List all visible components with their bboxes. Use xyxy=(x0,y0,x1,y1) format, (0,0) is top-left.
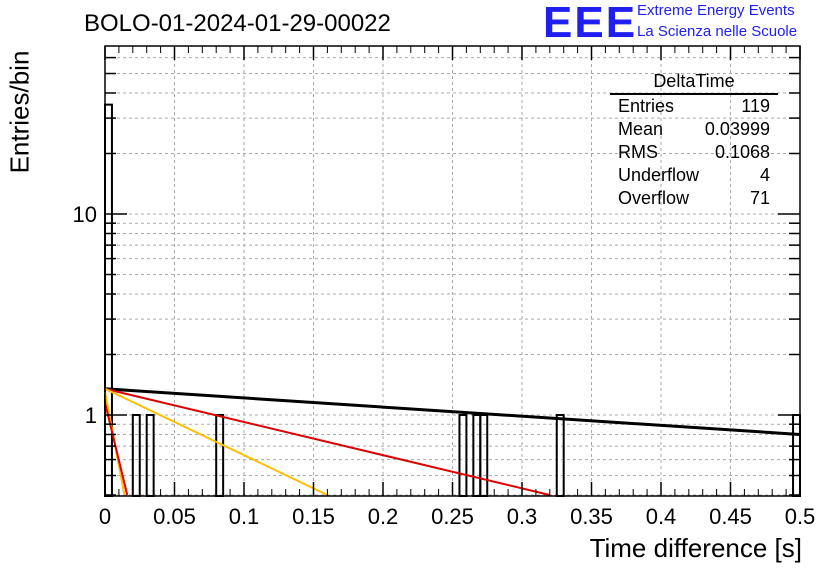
stats-row-entries: Entries 119 xyxy=(610,95,778,118)
fit-curve xyxy=(104,387,801,436)
stats-value: 0.1068 xyxy=(714,142,770,162)
histogram-bar xyxy=(215,414,225,497)
stats-row-mean: Mean 0.03999 xyxy=(610,118,778,141)
x-tick-label: 0.25 xyxy=(431,504,474,529)
stats-row-overflow: Overflow 71 xyxy=(610,187,778,210)
stats-value: 0.03999 xyxy=(704,119,770,139)
histogram-bar xyxy=(145,414,155,497)
y-axis-label-box: Entries/bin xyxy=(0,0,40,200)
stats-row-rms: RMS 0.1068 xyxy=(610,141,778,164)
eee-tagline-1: Extreme Energy Events xyxy=(637,2,795,19)
x-tick-label: 0.1 xyxy=(229,504,260,529)
run-title: BOLO-01-2024-01-29-00022 xyxy=(84,10,391,37)
stats-label: RMS xyxy=(618,142,658,162)
stats-label: Entries xyxy=(618,96,675,116)
stats-box: DeltaTime Entries 119 Mean 0.03999 RMS 0… xyxy=(610,71,778,210)
stats-value: 119 xyxy=(741,96,770,116)
stats-label: Overflow xyxy=(618,188,690,208)
y-tick-label: 10 xyxy=(73,202,97,227)
histogram-bar xyxy=(104,103,113,497)
stats-value: 71 xyxy=(749,188,770,208)
histogram-bar xyxy=(555,414,565,497)
eee-logo: EEE xyxy=(543,0,638,47)
x-tick-label: 0.2 xyxy=(368,504,399,529)
histogram-bar xyxy=(472,414,482,497)
fit-curve xyxy=(104,387,551,496)
x-tick-label: 0.35 xyxy=(570,504,613,529)
x-tick-label: 0.05 xyxy=(153,504,196,529)
x-tick-label: 0.4 xyxy=(646,504,677,529)
histogram-bar xyxy=(458,414,468,497)
x-tick-label: 0.45 xyxy=(709,504,752,529)
stats-title: DeltaTime xyxy=(610,71,778,95)
eee-tagline-2: La Scienza nelle Scuole xyxy=(637,23,798,40)
fit-curve xyxy=(104,402,129,496)
x-tick-label: 0 xyxy=(99,504,111,529)
fit-curve xyxy=(104,387,328,496)
x-tick-label: 0.3 xyxy=(507,504,538,529)
x-axis-label: Time difference [s] xyxy=(589,533,802,563)
stats-label: Underflow xyxy=(618,165,700,185)
stats-row-underflow: Underflow 4 xyxy=(610,164,778,187)
stats-label: Mean xyxy=(618,119,664,139)
x-tick-label: 0.15 xyxy=(292,504,335,529)
y-axis-label: Entries/bin xyxy=(4,50,35,174)
histogram-bar xyxy=(792,414,801,497)
stats-value: 4 xyxy=(759,165,770,185)
x-tick-label: 0.5 xyxy=(785,504,816,529)
histogram-bar xyxy=(131,414,141,497)
y-tick-label: 1 xyxy=(85,403,97,428)
histogram-bar xyxy=(479,414,489,497)
